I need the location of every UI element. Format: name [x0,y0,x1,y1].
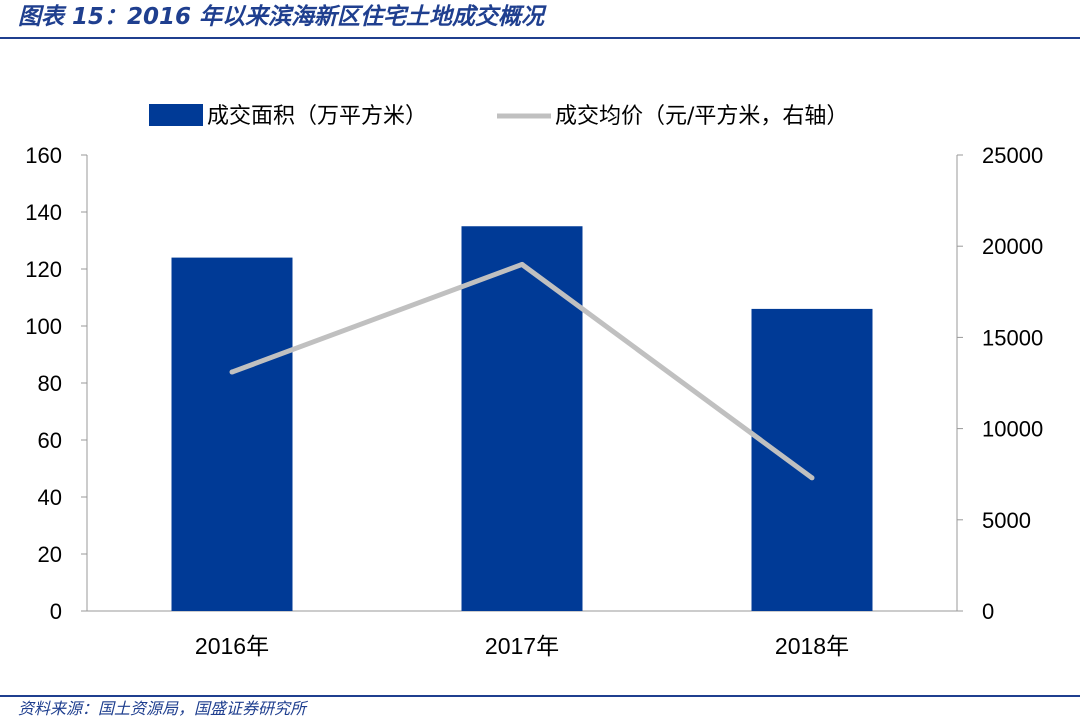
left-tick-label: 0 [50,599,62,624]
category-labels: 2016年 2017年 2018年 [195,633,849,659]
left-tick-label: 20 [38,542,62,567]
footer-divider [0,695,1080,697]
right-tick-label: 5000 [982,508,1031,533]
left-tick-label: 120 [25,257,62,282]
left-tick-label: 40 [38,485,62,510]
category-label: 2016年 [195,633,269,659]
left-axis-ticks: 0 20 40 60 80 100 120 140 160 [25,143,87,624]
right-axis-ticks: 0 5000 10000 15000 20000 25000 [957,143,1043,624]
price-point-2018年 [809,475,815,481]
price-point-2016年 [229,369,235,375]
legend-bar-swatch [149,104,203,126]
price-point-2017年 [519,261,525,267]
chart-title: 图表 15：2016 年以来滨海新区住宅土地成交概况 [18,4,545,30]
category-label: 2017年 [485,633,559,659]
right-tick-label: 20000 [982,234,1043,259]
bar-series [171,226,873,611]
left-tick-label: 60 [38,428,62,453]
left-tick-label: 160 [25,143,62,168]
category-label: 2018年 [775,633,849,659]
title-divider [0,37,1080,39]
bar-2018年 [751,308,873,611]
right-tick-label: 25000 [982,143,1043,168]
line-series [229,261,815,481]
legend-line-label: 成交均价（元/平方米，右轴） [555,104,848,129]
legend: 成交面积（万平方米） 成交均价（元/平方米，右轴） [149,104,848,129]
bar-2017年 [461,226,583,611]
left-tick-label: 100 [25,314,62,339]
chart-area: 成交面积（万平方米） 成交均价（元/平方米，右轴） 0 20 40 60 80 100 120… [25,104,1043,659]
left-tick-label: 140 [25,200,62,225]
right-tick-label: 10000 [982,417,1043,442]
source-note: 资料来源：国土资源局，国盛证券研究所 [18,699,307,718]
right-tick-label: 0 [982,599,994,624]
left-tick-label: 80 [38,371,62,396]
legend-bar-label: 成交面积（万平方米） [207,104,427,129]
bar-2016年 [171,257,293,611]
right-tick-label: 15000 [982,325,1043,350]
